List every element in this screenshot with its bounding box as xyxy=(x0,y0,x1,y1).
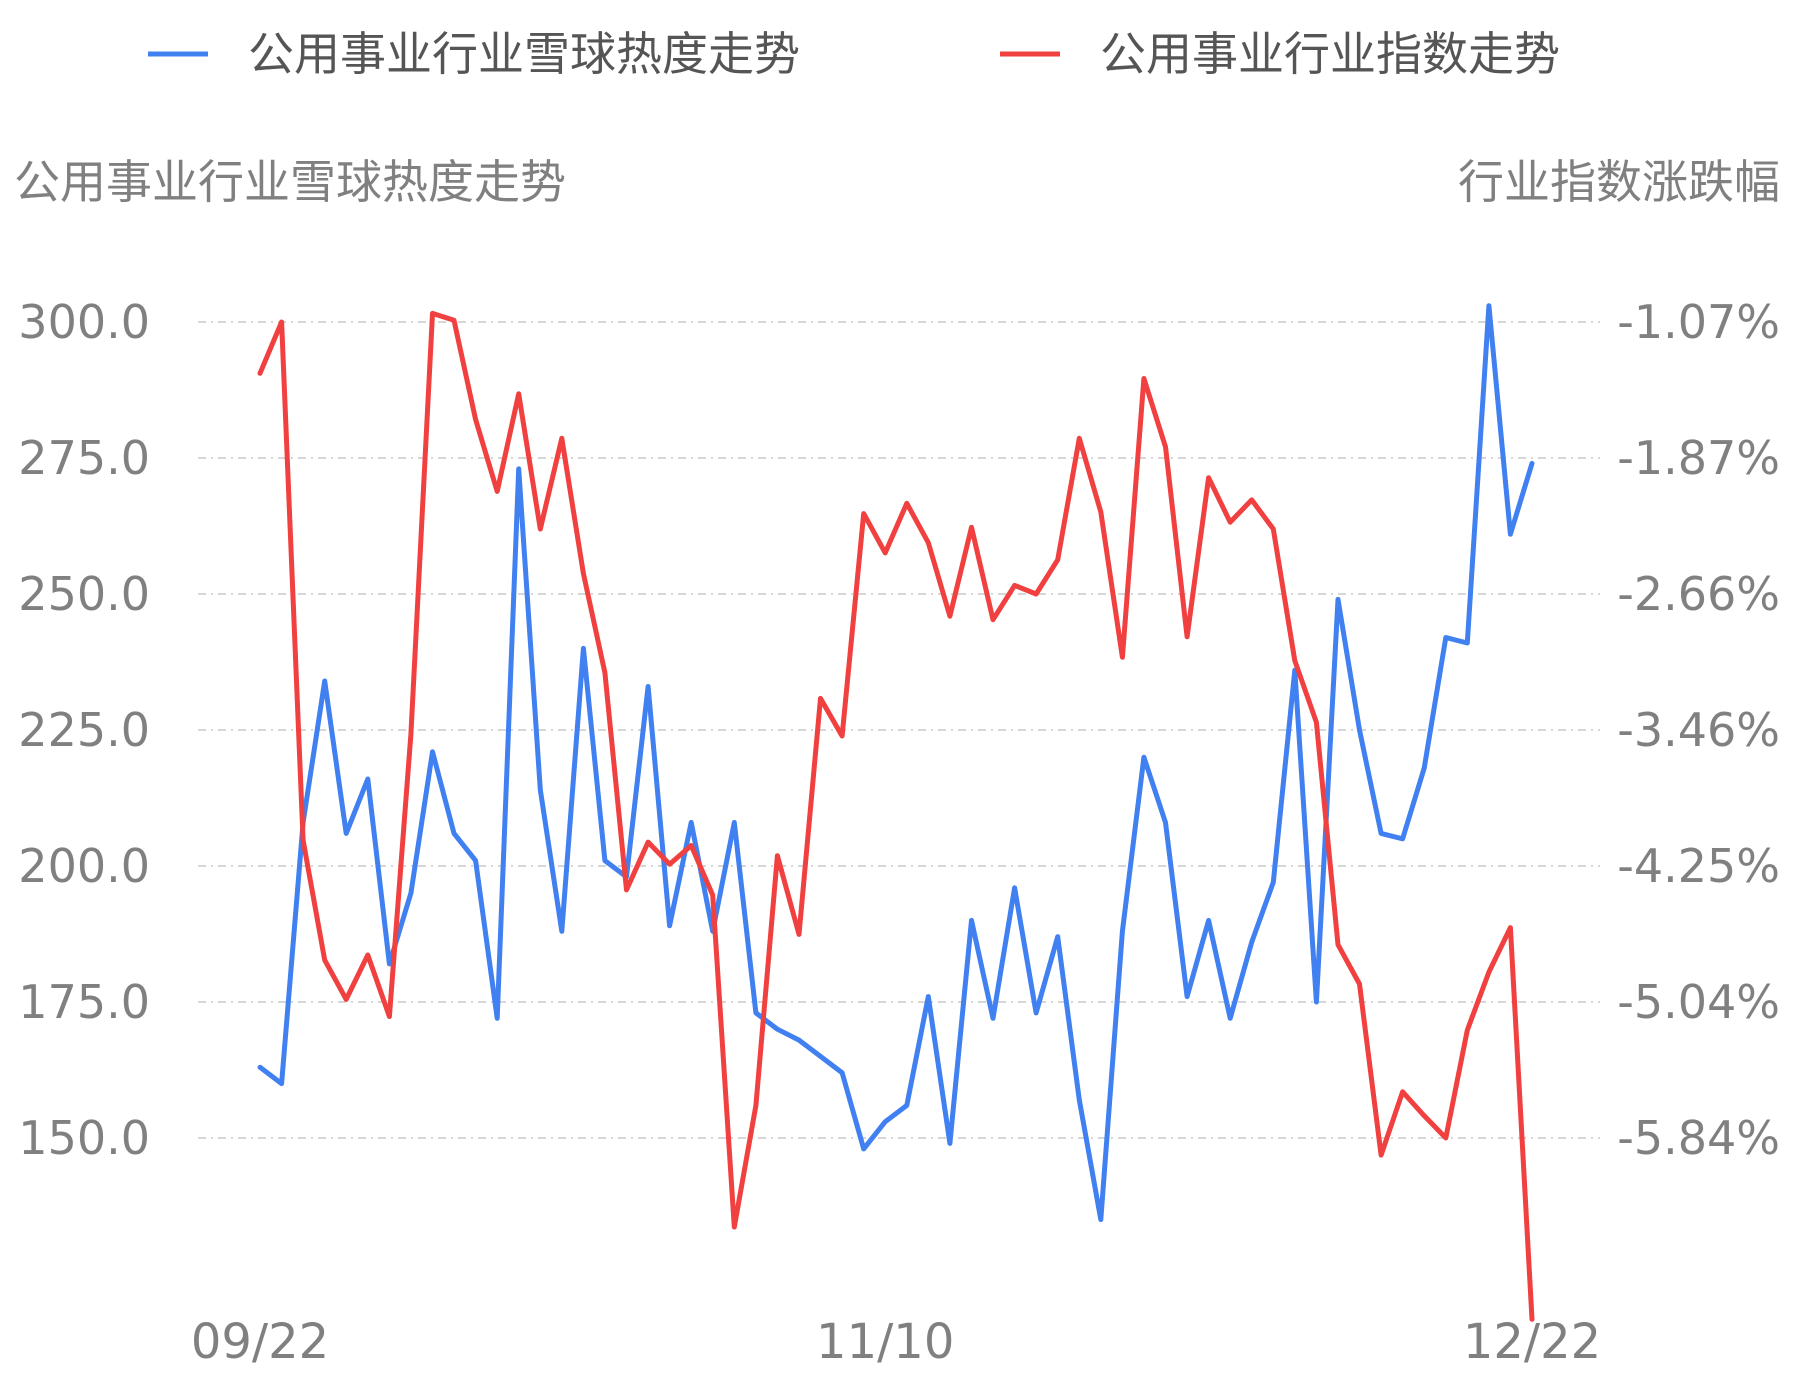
series-line-heat xyxy=(257,303,1535,1223)
right-tick-label: -1.87% xyxy=(1617,431,1780,485)
left-axis-ticks: 300.0 275.0 250.0 225.0 200.0 175.0 150.0 xyxy=(18,295,150,1165)
left-tick-label: 275.0 xyxy=(18,431,150,485)
left-tick-label: 250.0 xyxy=(18,567,150,621)
x-tick-label: 12/22 xyxy=(1463,1314,1601,1370)
legend-item-heat[interactable]: 公用事业行业雪球热度走势 xyxy=(148,27,800,81)
right-tick-label: -5.84% xyxy=(1617,1111,1780,1165)
right-axis-title: 行业指数涨跌幅 xyxy=(1458,155,1780,209)
legend-item-index[interactable]: 公用事业行业指数走势 xyxy=(1000,27,1560,81)
left-tick-label: 150.0 xyxy=(18,1111,150,1165)
right-tick-label: -1.07% xyxy=(1617,295,1780,349)
right-axis-ticks: -1.07% -1.87% -2.66% -3.46% -4.25% -5.04% -5.8… xyxy=(1617,295,1780,1165)
legend: 公用事业行业雪球热度走势 公用事业行业指数走势 xyxy=(148,27,1560,81)
gridlines xyxy=(198,321,1600,1139)
right-tick-label: -3.46% xyxy=(1617,703,1780,757)
left-tick-label: 175.0 xyxy=(18,975,150,1029)
x-tick-label: 11/10 xyxy=(816,1314,954,1370)
legend-label-heat: 公用事业行业雪球热度走势 xyxy=(248,27,800,81)
right-tick-label: -5.04% xyxy=(1617,975,1780,1029)
legend-label-index: 公用事业行业指数走势 xyxy=(1100,27,1560,81)
x-axis-ticks: 09/22 11/10 12/22 xyxy=(191,1314,1601,1370)
left-axis-title: 公用事业行业雪球热度走势 xyxy=(14,155,566,209)
right-tick-label: -2.66% xyxy=(1617,567,1780,621)
left-tick-label: 200.0 xyxy=(18,839,150,893)
left-tick-label: 225.0 xyxy=(18,703,150,757)
series-line-index xyxy=(257,310,1535,1322)
right-tick-label: -4.25% xyxy=(1617,839,1780,893)
series-lines xyxy=(257,303,1535,1322)
left-tick-label: 300.0 xyxy=(18,295,150,349)
x-tick-label: 09/22 xyxy=(191,1314,329,1370)
